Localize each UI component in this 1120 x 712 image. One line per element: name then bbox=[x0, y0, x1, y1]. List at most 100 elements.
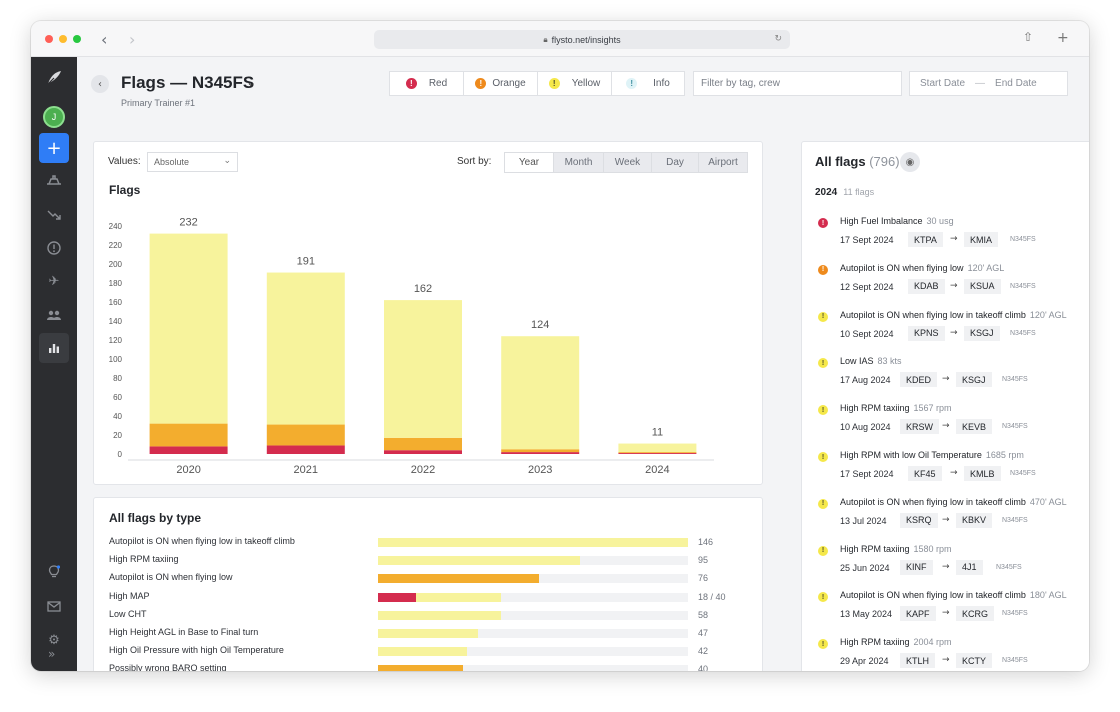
avatar[interactable]: J bbox=[43, 106, 65, 128]
flag-list-item[interactable]: ! High RPM with low Oil Temperature 1685 r… bbox=[802, 449, 1089, 494]
gear-icon[interactable]: ⚙ bbox=[48, 632, 60, 648]
arrival-airport[interactable]: 4J1 bbox=[956, 559, 983, 575]
departure-airport[interactable]: KINF bbox=[900, 559, 933, 575]
departure-airport[interactable]: KDAB bbox=[908, 278, 945, 294]
maximize-window-button[interactable] bbox=[73, 35, 81, 43]
flag-list-item[interactable]: ! Autopilot is ON when flying low in take… bbox=[802, 496, 1089, 541]
bar-yellow-2023[interactable] bbox=[501, 336, 580, 450]
arrival-airport[interactable]: KSUA bbox=[964, 278, 1001, 294]
flag-list-item[interactable]: ! High RPM taxiing 1580 rpm 25 Jun 2024 KINF… bbox=[802, 543, 1089, 588]
arrival-airport[interactable]: KCTY bbox=[956, 653, 993, 669]
flag-list-item[interactable]: ! Autopilot is ON when flying low in take… bbox=[802, 589, 1089, 634]
tail-number: N345FS bbox=[1010, 470, 1036, 477]
flag-type-count: 42 bbox=[698, 646, 709, 657]
page-subtitle: Primary Trainer #1 bbox=[121, 98, 196, 108]
bar-red-2022[interactable] bbox=[384, 450, 462, 454]
chevron-down-icon[interactable]: ⌄ bbox=[246, 75, 257, 89]
flag-list-item[interactable]: ! Autopilot is ON when flying low 120' AGL… bbox=[802, 262, 1089, 307]
globe-icon[interactable]: ◉ bbox=[900, 152, 920, 172]
tag-crew-filter-input[interactable]: Filter by tag, crew bbox=[693, 71, 902, 96]
minimize-window-button[interactable] bbox=[59, 35, 67, 43]
arrival-airport[interactable]: KSGJ bbox=[964, 325, 1000, 341]
departure-airport[interactable]: KTLH bbox=[900, 653, 936, 669]
arrival-airport[interactable]: KSGJ bbox=[956, 372, 992, 388]
mail-icon[interactable] bbox=[39, 591, 69, 621]
alert-icon[interactable] bbox=[39, 233, 69, 263]
arrival-airport[interactable]: KCRG bbox=[956, 606, 995, 622]
share-icon[interactable]: ⇧ bbox=[1023, 30, 1034, 44]
logo-icon[interactable] bbox=[39, 63, 69, 93]
chart-icon[interactable] bbox=[39, 333, 69, 363]
departure-airport[interactable]: KPNS bbox=[908, 325, 945, 341]
severity-orange-button[interactable]: ! Orange bbox=[464, 72, 538, 95]
people-icon[interactable] bbox=[39, 300, 69, 330]
expand-sidebar-icon[interactable]: » bbox=[48, 647, 56, 661]
tail-number: N345FS bbox=[1002, 423, 1028, 431]
date-range-picker[interactable]: Start Date — End Date bbox=[909, 71, 1068, 96]
trend-icon[interactable] bbox=[39, 200, 69, 230]
bar-yellow-2024[interactable] bbox=[618, 443, 697, 453]
departure-airport[interactable]: KAPF bbox=[900, 606, 936, 622]
flag-type-row[interactable]: Low CHT 58 bbox=[94, 607, 762, 623]
start-date-field[interactable]: Start Date bbox=[920, 78, 966, 89]
sort-week-button[interactable]: Week bbox=[604, 153, 652, 172]
flag-type-row[interactable]: Possibly wrong BARO setting 40 bbox=[94, 661, 762, 671]
flag-list-item[interactable]: ! High RPM taxiing 2004 rpm 29 Apr 2024 KTLH… bbox=[802, 636, 1089, 671]
flag-date: 10 Aug 2024 bbox=[840, 422, 891, 433]
plus-icon[interactable]: + bbox=[39, 133, 69, 163]
flag-list-item[interactable]: ! High Fuel Imbalance 30 usg 17 Sept 2024 KT… bbox=[802, 215, 1089, 260]
bar-red-2023[interactable] bbox=[501, 452, 580, 454]
bar-yellow-2021[interactable] bbox=[266, 272, 345, 425]
bar-orange-2020[interactable] bbox=[149, 423, 228, 447]
severity-info-button[interactable]: ! Info bbox=[612, 72, 684, 95]
new-tab-icon[interactable]: + bbox=[1057, 30, 1069, 46]
flag-type-row[interactable]: Autopilot is ON when flying low in takeo… bbox=[94, 534, 762, 550]
departure-airport[interactable]: KF45 bbox=[908, 466, 942, 481]
flag-list-item[interactable]: ! Low IAS 83 kts 17 Aug 2024 KDED → KSGJ N345FS bbox=[802, 355, 1089, 400]
flag-type-row[interactable]: High Height AGL in Base to Final turn 47 bbox=[94, 625, 762, 641]
aircraft-icon[interactable] bbox=[39, 166, 69, 196]
flag-list-item[interactable]: ! High RPM taxiing 1567 rpm 10 Aug 2024 KRSW… bbox=[802, 402, 1089, 447]
sort-airport-button[interactable]: Airport bbox=[699, 153, 747, 172]
sort-day-button[interactable]: Day bbox=[652, 153, 699, 172]
departure-airport[interactable]: KTPA bbox=[908, 232, 943, 247]
tail-number: N345FS bbox=[1002, 376, 1028, 384]
departure-airport[interactable]: KDED bbox=[900, 372, 938, 388]
arrival-airport[interactable]: KMIA bbox=[964, 232, 999, 247]
lightbulb-icon[interactable] bbox=[39, 557, 69, 587]
flag-type-row[interactable]: High MAP 18 / 40 bbox=[94, 589, 762, 605]
sort-month-button[interactable]: Month bbox=[554, 153, 604, 172]
sort-year-button[interactable]: Year bbox=[505, 153, 554, 172]
bar-orange-2023[interactable] bbox=[501, 449, 580, 453]
arrow-right-icon: → bbox=[942, 655, 950, 666]
flags-bar-chart: 0 20 40 60 80 100 120 140 160 180 200 220 240 232 2020… bbox=[109, 217, 714, 476]
bar-red-2024[interactable] bbox=[618, 453, 697, 454]
browser-back-icon[interactable]: ‹ bbox=[101, 30, 108, 49]
address-bar[interactable]: 🔒︎ flysto.net/insights ↻ bbox=[374, 30, 790, 49]
flag-type-row[interactable]: Autopilot is ON when flying low 76 bbox=[94, 570, 762, 586]
arrival-airport[interactable]: KMLB bbox=[964, 466, 1001, 481]
close-window-button[interactable] bbox=[45, 35, 53, 43]
bar-yellow-2020[interactable] bbox=[149, 233, 228, 424]
flag-list-item[interactable]: ! Autopilot is ON when flying low in take… bbox=[802, 309, 1089, 354]
plane-icon[interactable]: ✈ bbox=[48, 273, 60, 289]
severity-yellow-button[interactable]: ! Yellow bbox=[538, 72, 612, 95]
departure-airport[interactable]: KSRQ bbox=[900, 512, 938, 528]
bar-orange-2022[interactable] bbox=[384, 437, 462, 451]
arrival-airport[interactable]: KEVB bbox=[956, 419, 993, 435]
back-button[interactable]: ‹ bbox=[91, 75, 109, 93]
browser-forward-icon[interactable]: › bbox=[129, 30, 136, 49]
severity-red-button[interactable]: ! Red bbox=[390, 72, 464, 95]
departure-airport[interactable]: KRSW bbox=[900, 419, 939, 435]
flag-type-row[interactable]: High RPM taxiing 95 bbox=[94, 552, 762, 568]
values-select[interactable]: Absolute ⌄ bbox=[147, 152, 238, 172]
flag-type-row[interactable]: High Oil Pressure with high Oil Temperat… bbox=[94, 643, 762, 659]
bar-red-2021[interactable] bbox=[266, 445, 345, 454]
arrival-airport[interactable]: KBKV bbox=[956, 512, 993, 528]
bar-red-2020[interactable] bbox=[149, 446, 228, 454]
reload-icon[interactable]: ↻ bbox=[774, 34, 782, 44]
bar-orange-2024[interactable] bbox=[618, 452, 697, 454]
bar-orange-2021[interactable] bbox=[266, 424, 345, 446]
bar-yellow-2022[interactable] bbox=[384, 300, 462, 438]
end-date-field[interactable]: End Date bbox=[995, 78, 1037, 89]
